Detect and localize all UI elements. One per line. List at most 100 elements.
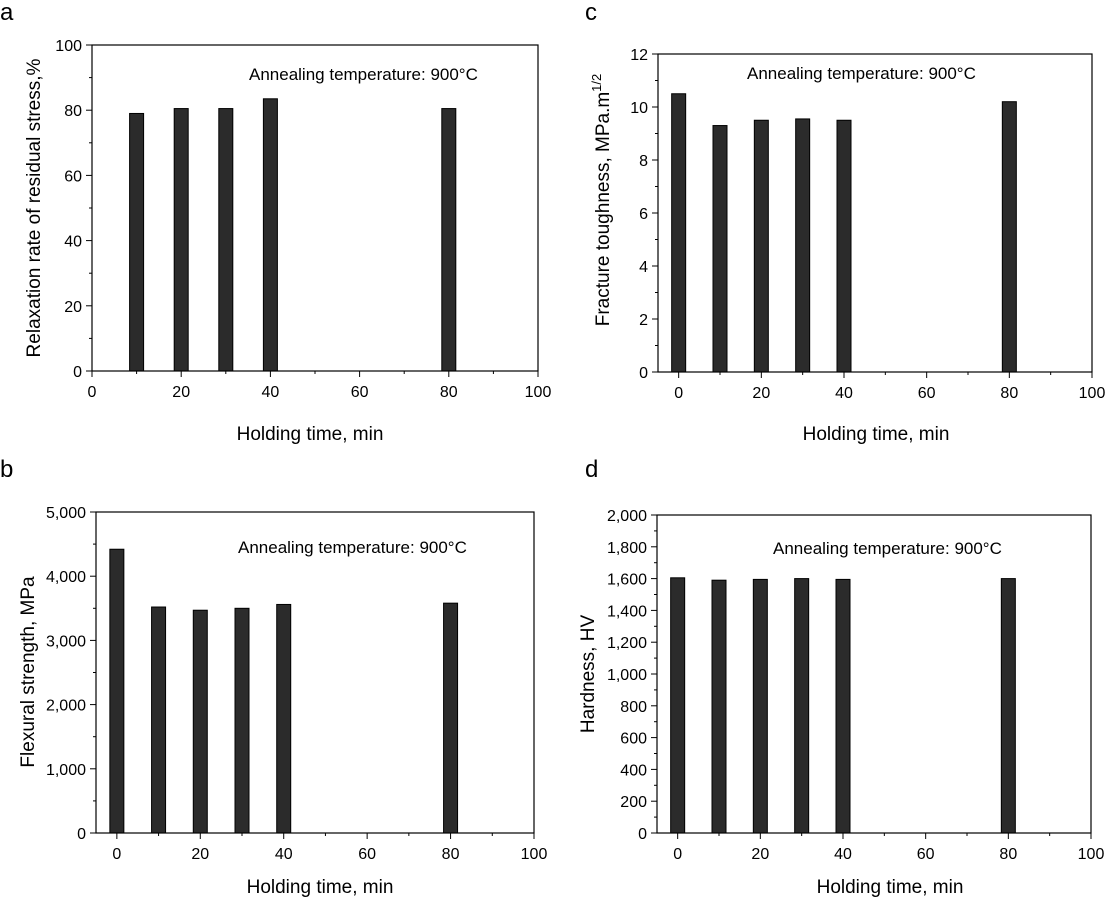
panel-c-bar-80min bbox=[1001, 101, 1017, 373]
panel-d-xtick-label: 0 bbox=[673, 846, 682, 863]
panel-d-ytick-label: 600 bbox=[620, 731, 647, 748]
panel-a-bar-10min bbox=[129, 112, 145, 372]
panel-d-bar-80min bbox=[1000, 578, 1016, 834]
panel-d-ytick-label: 400 bbox=[620, 762, 647, 779]
panel-d-xtick-label: 100 bbox=[1078, 846, 1105, 863]
panel-c-ylabel-main: Fracture toughness, MPa.m bbox=[593, 92, 614, 326]
panel-d-ytick-label: 0 bbox=[638, 826, 647, 843]
panel-d: d Annealing temperature: 900°C 0 20 40 60 80… bbox=[578, 456, 1104, 898]
panel-b-ytick-label: 0 bbox=[77, 826, 86, 843]
panel-c-ytick-label: 12 bbox=[630, 47, 648, 64]
panel-a-xtick-label: 40 bbox=[262, 384, 280, 401]
panel-b-plot: 0 20 40 60 80 100 0 1,000 2,000 3,000 4,000 5,000 bbox=[46, 505, 547, 863]
panel-b-ytick-label: 1,000 bbox=[46, 762, 86, 779]
panel-b-bar-0min bbox=[109, 548, 125, 834]
panel-b-ytick-label: 5,000 bbox=[46, 505, 86, 522]
panel-c-bar-40min bbox=[836, 119, 852, 373]
panel-a-bar-20min bbox=[173, 108, 189, 372]
panel-b-annotation: Annealing temperature: 900°C bbox=[238, 538, 467, 557]
panel-a-xtick-label: 20 bbox=[172, 384, 190, 401]
panel-d-annotation: Annealing temperature: 900°C bbox=[773, 539, 1002, 558]
panel-d-ytick-label: 200 bbox=[620, 794, 647, 811]
panel-d-bar-0min bbox=[670, 577, 686, 834]
panel-a-ytick-label: 60 bbox=[64, 168, 82, 185]
panel-a-ytick-label: 20 bbox=[64, 299, 82, 316]
panel-a-ytick-label: 40 bbox=[64, 234, 82, 251]
panel-a-plot: 0 20 40 60 80 100 0 20 40 60 80 100 bbox=[55, 38, 551, 401]
panel-d-ytick-label: 2,000 bbox=[607, 508, 647, 525]
panel-b-xtick-label: 60 bbox=[358, 846, 376, 863]
panel-a-xtick-label: 100 bbox=[525, 384, 552, 401]
panel-a-xtick-label: 80 bbox=[440, 384, 458, 401]
panel-b-xtick-label: 0 bbox=[112, 846, 121, 863]
panel-d-ytick-label: 1,000 bbox=[607, 667, 647, 684]
panel-d-bar-20min bbox=[752, 578, 768, 834]
panel-b-letter: b bbox=[0, 456, 13, 483]
panel-b-ytick-label: 4,000 bbox=[46, 569, 86, 586]
panel-a-ytick-label: 80 bbox=[64, 103, 82, 120]
panel-a-xtick-label: 0 bbox=[88, 384, 97, 401]
panel-d-xtick-label: 40 bbox=[834, 846, 852, 863]
panel-b-xtick-label: 100 bbox=[521, 846, 548, 863]
panel-b-xtick-label: 40 bbox=[275, 846, 293, 863]
panel-a-plot-frame bbox=[91, 44, 539, 372]
panel-d-xlabel: Holding time, min bbox=[817, 877, 964, 898]
panel-b-bar-30min bbox=[234, 607, 250, 834]
panel-a-ylabel: Relaxation rate of residual stress,% bbox=[24, 58, 45, 357]
panel-a-xlabel: Holding time, min bbox=[237, 424, 384, 445]
panel-d-plot: 0 20 40 60 80 100 0 200 400 600 800 1,000 1,200 1,400… bbox=[607, 508, 1104, 863]
panel-d-ytick-label: 1,600 bbox=[607, 572, 647, 589]
panel-c-bar-10min bbox=[712, 125, 728, 373]
panel-a: a Annealing temperature: 900°C 0 20 40 60 80… bbox=[0, 0, 551, 445]
panel-c-bar-20min bbox=[753, 119, 769, 373]
panel-c-plot: 0 20 40 60 80 100 0 2 4 6 8 10 12 bbox=[630, 47, 1105, 402]
panel-c-xtick-label: 20 bbox=[752, 385, 770, 402]
panel-a-ytick-label: 100 bbox=[55, 38, 82, 55]
panel-a-bar-40min bbox=[262, 98, 278, 372]
panel-d-ylabel: Hardness, HV bbox=[578, 615, 599, 734]
panel-c-ytick-label: 8 bbox=[639, 153, 648, 170]
panel-b-bar-10min bbox=[151, 606, 167, 834]
panel-c-xtick-label: 80 bbox=[1000, 385, 1018, 402]
panel-b-xlabel: Holding time, min bbox=[247, 877, 394, 898]
panel-d-bar-30min bbox=[794, 578, 810, 834]
panel-d-ytick-label: 1,200 bbox=[607, 635, 647, 652]
panel-d-xtick-label: 80 bbox=[999, 846, 1017, 863]
panel-c-ytick-label: 0 bbox=[639, 365, 648, 382]
panel-d-xtick-label: 60 bbox=[917, 846, 935, 863]
panel-c-ytick-label: 4 bbox=[639, 259, 648, 276]
panel-d-ytick-label: 800 bbox=[620, 699, 647, 716]
panel-d-bar-10min bbox=[711, 579, 727, 834]
panel-a-annotation: Annealing temperature: 900°C bbox=[249, 65, 478, 84]
panel-a-letter: a bbox=[0, 0, 14, 26]
panel-b: b Annealing temperature: 900°C 0 20 40 60 80… bbox=[0, 456, 547, 898]
panel-c-xtick-label: 60 bbox=[918, 385, 936, 402]
panel-a-ytick-label: 0 bbox=[73, 364, 82, 381]
panel-d-ytick-label: 1,400 bbox=[607, 603, 647, 620]
panel-c-xtick-label: 100 bbox=[1079, 385, 1106, 402]
panel-b-bar-40min bbox=[276, 603, 292, 834]
panel-d-bar-40min bbox=[835, 578, 851, 834]
panel-b-xtick-label: 20 bbox=[191, 846, 209, 863]
panel-c-xlabel: Holding time, min bbox=[803, 424, 950, 445]
panel-c-ylabel-superscript: 1/2 bbox=[589, 74, 604, 92]
panel-b-ylabel: Flexural strength, MPa bbox=[18, 576, 39, 768]
panel-c-bar-0min bbox=[671, 93, 687, 373]
panel-c-bar-30min bbox=[795, 118, 811, 373]
panel-a-xtick-label: 60 bbox=[351, 384, 369, 401]
panel-c-letter: c bbox=[585, 0, 597, 26]
panel-c-ytick-label: 6 bbox=[639, 206, 648, 223]
panel-d-ytick-label: 1,800 bbox=[607, 540, 647, 557]
panel-c-xtick-label: 40 bbox=[835, 385, 853, 402]
panel-a-bar-80min bbox=[441, 108, 457, 372]
panel-b-bar-80min bbox=[443, 602, 459, 834]
panel-d-letter: d bbox=[585, 456, 598, 483]
panel-b-ytick-label: 3,000 bbox=[46, 633, 86, 650]
panel-b-xtick-label: 80 bbox=[442, 846, 460, 863]
panel-c-xtick-label: 0 bbox=[674, 385, 683, 402]
panel-c: c Annealing temperature: 900°C 0 20 40 60 80… bbox=[585, 0, 1105, 445]
panel-c-ytick-label: 2 bbox=[639, 312, 648, 329]
panel-c-ytick-label: 10 bbox=[630, 100, 648, 117]
panel-c-ylabel: Fracture toughness, MPa.m1/2 bbox=[589, 74, 614, 327]
